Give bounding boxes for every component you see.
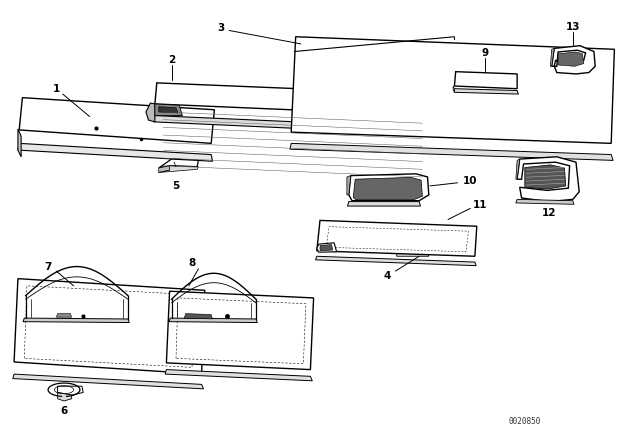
Polygon shape: [316, 256, 476, 266]
Polygon shape: [56, 314, 72, 317]
Polygon shape: [347, 176, 351, 195]
Text: 12: 12: [542, 208, 556, 218]
Polygon shape: [516, 199, 574, 204]
Polygon shape: [550, 48, 554, 66]
Polygon shape: [552, 46, 595, 74]
Polygon shape: [169, 318, 257, 323]
Polygon shape: [397, 252, 429, 256]
Polygon shape: [317, 220, 477, 256]
Polygon shape: [146, 103, 155, 122]
Polygon shape: [58, 392, 72, 401]
Text: 4: 4: [383, 271, 391, 280]
Polygon shape: [517, 157, 579, 202]
Polygon shape: [348, 202, 420, 206]
Polygon shape: [58, 386, 83, 395]
Polygon shape: [525, 165, 566, 189]
Text: 5: 5: [172, 181, 180, 191]
Polygon shape: [558, 52, 584, 66]
Polygon shape: [399, 230, 423, 245]
Polygon shape: [159, 159, 198, 168]
Text: 2: 2: [168, 55, 175, 65]
Polygon shape: [165, 370, 312, 381]
Text: 0020850: 0020850: [509, 417, 541, 426]
Polygon shape: [317, 243, 337, 252]
Polygon shape: [453, 86, 454, 92]
Polygon shape: [18, 129, 21, 157]
Polygon shape: [397, 226, 436, 252]
Text: 11: 11: [473, 200, 487, 210]
Polygon shape: [159, 166, 198, 172]
Polygon shape: [320, 245, 333, 251]
Polygon shape: [454, 89, 518, 94]
Text: 6: 6: [60, 406, 68, 416]
Polygon shape: [19, 98, 214, 143]
Text: 10: 10: [463, 177, 477, 186]
Text: 13: 13: [566, 22, 580, 32]
Text: 9: 9: [481, 48, 489, 58]
Polygon shape: [166, 291, 314, 370]
Text: 3: 3: [217, 23, 225, 33]
Polygon shape: [291, 37, 614, 143]
Text: 1: 1: [52, 84, 60, 94]
Polygon shape: [290, 143, 613, 160]
Polygon shape: [159, 166, 170, 172]
Polygon shape: [516, 159, 520, 179]
Text: 7: 7: [44, 262, 52, 271]
Polygon shape: [155, 83, 429, 116]
Text: 8: 8: [188, 258, 196, 268]
Polygon shape: [353, 177, 422, 199]
Polygon shape: [349, 174, 429, 201]
Polygon shape: [454, 72, 517, 89]
Polygon shape: [159, 107, 178, 113]
Polygon shape: [392, 228, 397, 242]
Polygon shape: [184, 314, 212, 319]
Polygon shape: [154, 116, 429, 134]
Polygon shape: [13, 374, 204, 389]
Polygon shape: [155, 104, 182, 116]
Polygon shape: [18, 143, 212, 161]
Polygon shape: [14, 279, 205, 374]
Polygon shape: [23, 318, 129, 323]
